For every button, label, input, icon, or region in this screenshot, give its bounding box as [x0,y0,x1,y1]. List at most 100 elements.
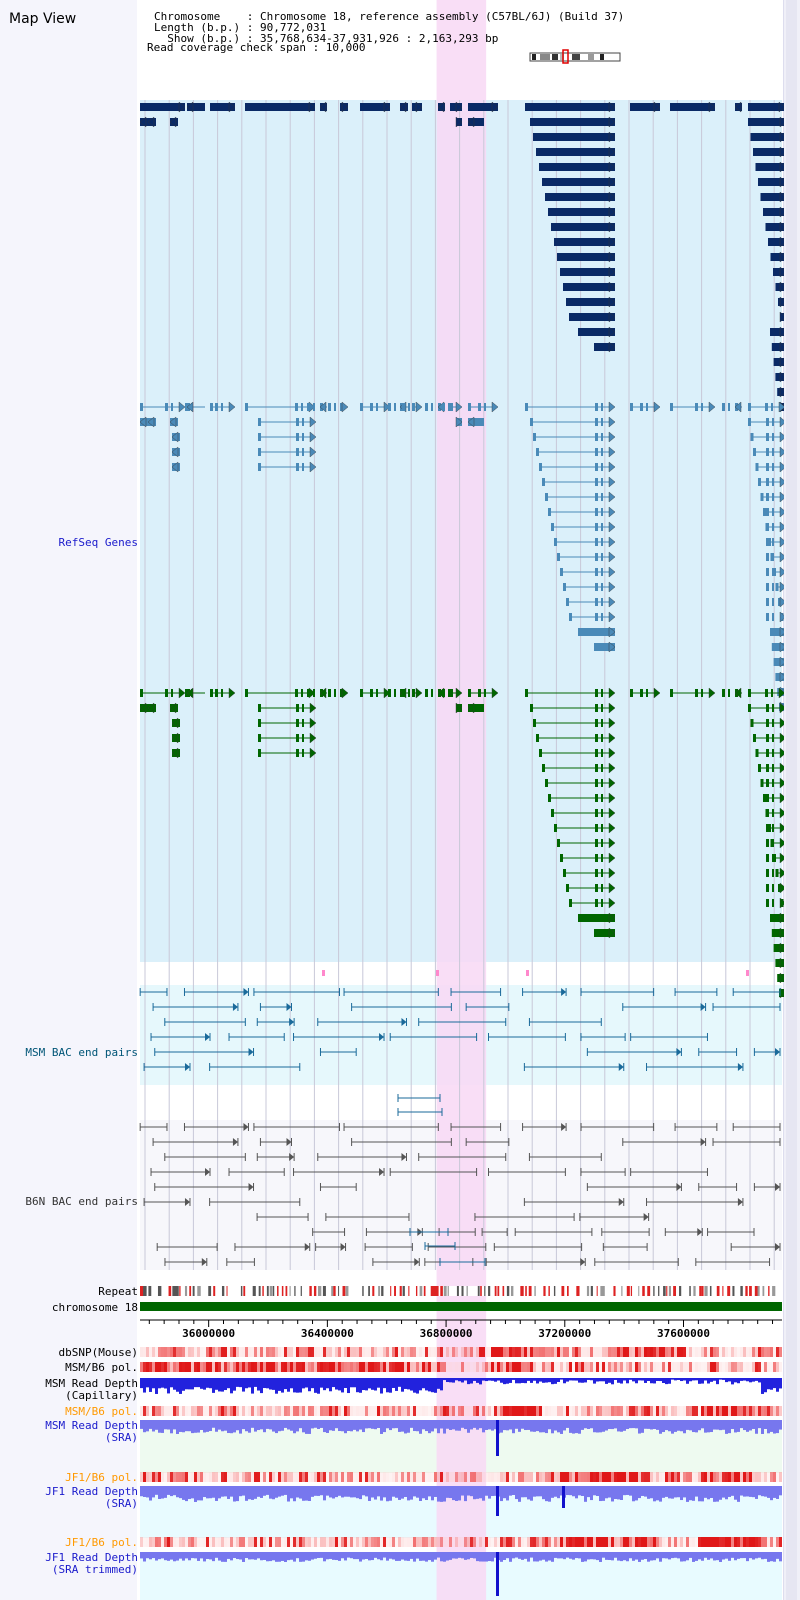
msm-depth-sra-bin[interactable] [662,1420,665,1433]
gene-strand-arrow[interactable] [309,732,317,744]
jf1-depth-trimmed-bin[interactable] [245,1552,248,1559]
repeat-feature[interactable] [600,1286,604,1296]
msm-b6-pol-bin[interactable] [590,1362,593,1372]
msm-depth-capillary-bin[interactable] [440,1378,443,1391]
jf1-b6-pol-1-bin[interactable] [518,1472,521,1482]
msm-b6-pol-bin[interactable] [242,1362,245,1372]
dbsnp-bin[interactable] [701,1347,704,1357]
msm-depth-sra-bin[interactable] [578,1420,581,1434]
jf1-depth-trimmed-bin[interactable] [386,1552,389,1561]
msm-b6-pol-bin[interactable] [278,1362,281,1372]
jf1-b6-pol-1-bin[interactable] [680,1472,683,1482]
repeat-feature[interactable] [630,1286,633,1296]
jf1-b6-pol-1-bin[interactable] [542,1472,545,1482]
jf1-b6-pol-2-bin[interactable] [419,1537,422,1547]
jf1-depth-sra-bin[interactable] [356,1486,359,1499]
msm-b6-pol-bin[interactable] [332,1362,335,1372]
msm-b6-pol-2-bin[interactable] [488,1406,491,1416]
jf1-b6-pol-2-bin[interactable] [353,1537,356,1547]
msm-b6-pol-bin[interactable] [251,1362,254,1372]
msm-b6-pol-bin[interactable] [326,1362,329,1372]
msm-depth-capillary-bin[interactable] [458,1378,461,1382]
gene-exon[interactable] [640,689,643,697]
msm-b6-pol-2-bin[interactable] [533,1406,536,1416]
gene-exon[interactable] [772,764,774,772]
msm-depth-capillary-bin[interactable] [641,1378,644,1381]
msm-b6-pol-bin[interactable] [293,1362,296,1372]
gene-strand-arrow[interactable] [228,101,236,113]
msm-depth-capillary-bin[interactable] [407,1378,410,1390]
gene-strand-arrow[interactable] [608,747,616,759]
msm-depth-capillary-bin[interactable] [713,1378,716,1381]
repeat-feature[interactable] [548,1286,550,1296]
msm-b6-pol-2-bin[interactable] [221,1406,224,1416]
jf1-b6-pol-2-bin[interactable] [554,1537,557,1547]
jf1-depth-sra-bin[interactable] [203,1486,206,1498]
msm-depth-sra-bin[interactable] [230,1420,233,1434]
repeat-feature[interactable] [243,1286,246,1296]
msm-depth-capillary-bin[interactable] [686,1378,689,1384]
jf1-b6-pol-1-bin[interactable] [587,1472,590,1482]
gene-exon[interactable] [595,749,598,757]
jf1-b6-pol-1-bin[interactable] [359,1472,362,1482]
jf1-b6-pol-2-bin[interactable] [374,1537,377,1547]
gene-strand-arrow[interactable] [779,747,784,759]
repeat-feature[interactable] [213,1286,216,1296]
jf1-b6-pol-1-bin[interactable] [512,1472,515,1482]
gene-exon[interactable] [551,523,554,531]
jf1-depth-sra-bin[interactable] [167,1486,170,1495]
msm-depth-capillary-bin[interactable] [614,1378,617,1380]
repeat-feature[interactable] [402,1286,405,1296]
msm-b6-pol-2-bin[interactable] [182,1406,185,1416]
msm-b6-pol-bin[interactable] [155,1362,158,1372]
dbsnp-bin[interactable] [752,1347,755,1357]
dbsnp-bin[interactable] [182,1347,185,1357]
gene-strand-arrow[interactable] [147,702,155,714]
jf1-b6-pol-1-bin[interactable] [515,1472,518,1482]
jf1-depth-sra-bin[interactable] [314,1486,317,1496]
gene-strand-arrow[interactable] [734,401,742,413]
gene-exon[interactable] [388,403,391,411]
msm-b6-pol-2-bin[interactable] [521,1406,524,1416]
gene-exon[interactable] [601,764,603,772]
dbsnp-bin[interactable] [614,1347,617,1357]
gene-strand-arrow[interactable] [779,581,784,593]
jf1-depth-trimmed-bin[interactable] [359,1552,362,1562]
dbsnp-bin[interactable] [602,1347,605,1357]
jf1-depth-trimmed-bin[interactable] [185,1552,188,1559]
jf1-b6-pol-2-bin[interactable] [434,1537,437,1547]
gene-strand-arrow[interactable] [779,341,784,353]
gene-strand-arrow[interactable] [319,687,327,699]
msm-depth-sra-bin[interactable] [317,1420,320,1429]
repeat-feature[interactable] [313,1286,317,1296]
jf1-depth-trimmed-bin[interactable] [407,1552,410,1561]
repeat-feature[interactable] [140,1286,144,1296]
msm-b6-pol-2-bin[interactable] [380,1406,383,1416]
msm-b6-pol-2-bin[interactable] [539,1406,542,1416]
jf1-b6-pol-2-bin[interactable] [587,1537,590,1547]
dbsnp-bin[interactable] [506,1347,509,1357]
msm-b6-pol-bin[interactable] [764,1362,767,1372]
repeat-feature[interactable] [525,1286,527,1296]
jf1-depth-sra-spike[interactable] [562,1486,565,1508]
msm-b6-pol-2-bin[interactable] [665,1406,668,1416]
jf1-depth-sra-bin[interactable] [143,1486,146,1497]
jf1-depth-trimmed-bin[interactable] [437,1552,440,1558]
msm-b6-pol-2-bin[interactable] [269,1406,272,1416]
dbsnp-bin[interactable] [533,1347,536,1357]
dbsnp-bin[interactable] [689,1347,692,1357]
msm-depth-sra-bin[interactable] [632,1420,635,1429]
dbsnp-bin[interactable] [674,1347,677,1357]
msm-b6-pol-2-bin[interactable] [554,1406,557,1416]
jf1-depth-trimmed-bin[interactable] [533,1552,536,1562]
msm-depth-sra-bin[interactable] [431,1420,434,1432]
msm-depth-capillary-bin[interactable] [563,1378,566,1384]
dbsnp-bin[interactable] [362,1347,365,1357]
jf1-b6-pol-2-bin[interactable] [776,1537,779,1547]
msm-b6-pol-2-bin[interactable] [191,1406,194,1416]
msm-b6-pol-2-bin[interactable] [233,1406,236,1416]
msm-depth-sra-bin[interactable] [407,1420,410,1433]
msm-depth-capillary-bin[interactable] [245,1378,248,1389]
dbsnp-bin[interactable] [530,1347,533,1357]
msm-b6-pol-bin[interactable] [746,1362,749,1372]
